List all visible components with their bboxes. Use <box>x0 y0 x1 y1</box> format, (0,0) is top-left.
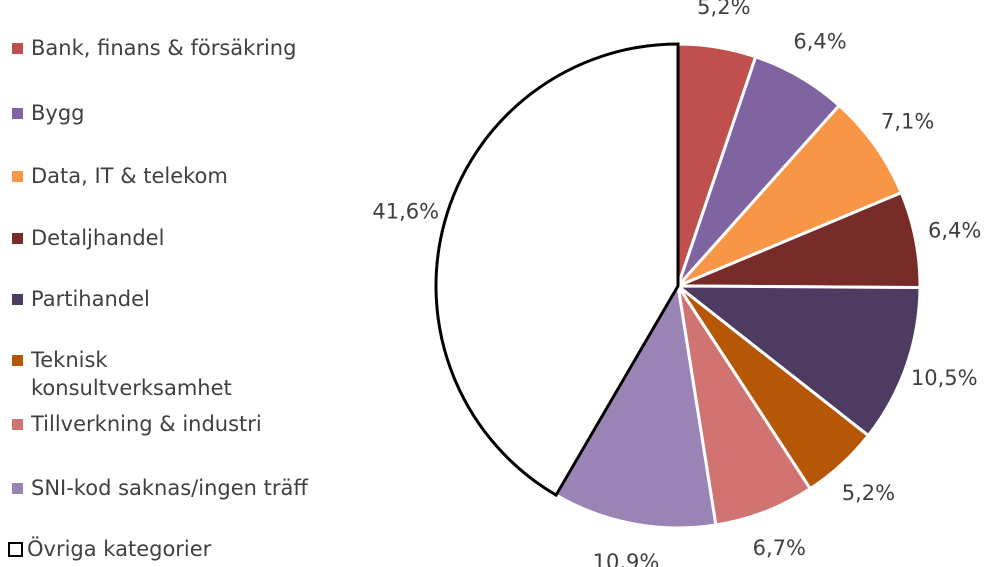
legend-item: Bygg <box>12 99 312 127</box>
legend-label: SNI-kod saknas/ingen träff <box>31 476 308 500</box>
data-label: 5,2% <box>697 0 750 19</box>
legend-item: Bank, finans & försäkring <box>12 34 312 62</box>
legend-swatch <box>12 355 23 366</box>
pie-slice <box>676 103 904 288</box>
legend-label: Teknisk konsultverksamhet <box>31 348 232 400</box>
legend-swatch <box>12 171 23 182</box>
legend-swatch <box>12 483 23 494</box>
legend-label: Data, IT & telekom <box>31 164 228 188</box>
data-label: 41,6% <box>372 199 439 223</box>
legend-item: SNI-kod saknas/ingen träff <box>12 474 312 502</box>
legend-label: Tillverkning & industri <box>31 412 262 436</box>
pie-slice <box>673 284 922 438</box>
legend-item: Partihandel <box>12 285 312 313</box>
legend-item: Detaljhandel <box>12 224 312 252</box>
legend-item: Övriga kategorier <box>8 535 312 563</box>
data-label: 5,2% <box>842 481 895 505</box>
legend-item: Data, IT & telekom <box>12 162 312 190</box>
legend-label: Bygg <box>31 101 85 125</box>
legend-swatch <box>12 419 23 430</box>
data-label: 10,9% <box>593 550 660 567</box>
legend-swatch <box>12 43 23 54</box>
legend-label: Detaljhandel <box>31 226 165 250</box>
legend-swatch <box>12 108 23 119</box>
pie-slice <box>434 42 680 498</box>
legend-swatch <box>8 542 23 557</box>
legend-swatch <box>12 294 23 305</box>
legend-label: Bank, finans & försäkring <box>31 36 297 60</box>
legend-item: Teknisk konsultverksamhet <box>12 346 312 402</box>
data-label: 6,4% <box>928 218 981 242</box>
legend-swatch <box>12 233 23 244</box>
legend-item: Tillverkning & industri <box>12 410 312 438</box>
data-label: 10,5% <box>911 366 978 390</box>
data-label: 6,4% <box>793 29 846 53</box>
data-label: 7,1% <box>881 109 934 133</box>
data-label: 6,7% <box>753 536 806 560</box>
legend-label: Partihandel <box>31 287 150 311</box>
legend-label: Övriga kategorier <box>27 537 212 561</box>
pie-slice <box>554 281 718 530</box>
